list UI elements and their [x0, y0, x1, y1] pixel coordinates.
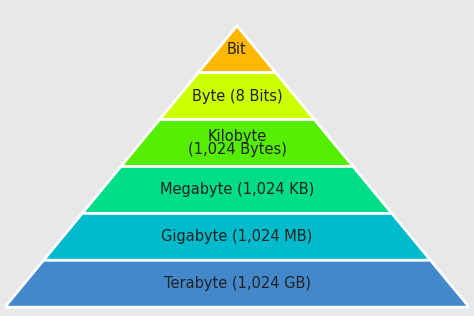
Polygon shape: [5, 260, 469, 307]
Text: (1,024 Bytes): (1,024 Bytes): [188, 142, 286, 157]
Polygon shape: [160, 73, 314, 119]
Polygon shape: [121, 119, 353, 167]
Polygon shape: [82, 167, 392, 213]
Polygon shape: [198, 26, 276, 73]
Text: Gigabyte (1,024 MB): Gigabyte (1,024 MB): [161, 229, 313, 244]
Text: Megabyte (1,024 KB): Megabyte (1,024 KB): [160, 182, 314, 198]
Polygon shape: [44, 213, 430, 260]
Text: Byte (8 Bits): Byte (8 Bits): [191, 88, 283, 104]
Text: Terabyte (1,024 GB): Terabyte (1,024 GB): [164, 276, 310, 291]
Text: Bit: Bit: [227, 42, 247, 57]
Text: Kilobyte: Kilobyte: [207, 129, 266, 144]
